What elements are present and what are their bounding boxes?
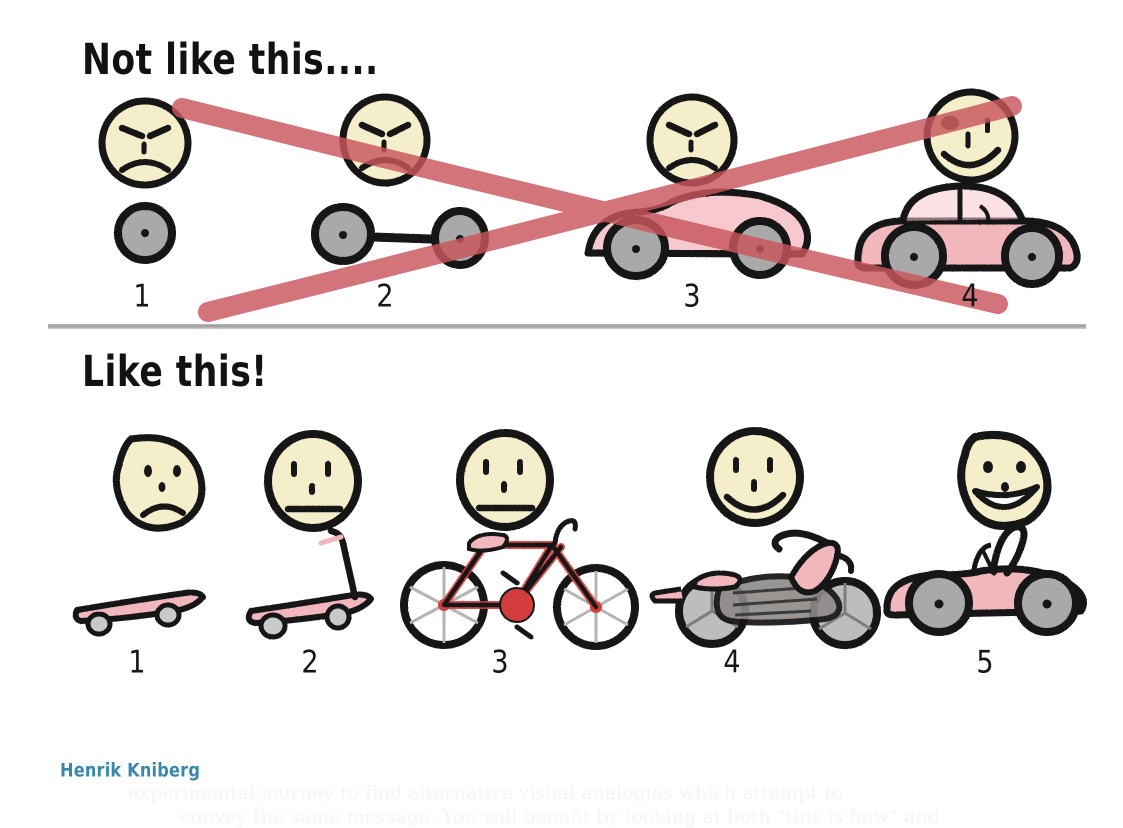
step-face-angry-3 [646, 93, 738, 187]
section-divider [48, 324, 1086, 329]
step-vehicle-finished-car [854, 182, 1081, 289]
section-title-not-like-this: Not like this.... [82, 36, 379, 85]
ghost-text-line-2: convey the same message. You will benefi… [180, 806, 940, 828]
step-vehicle-single-wheel [114, 202, 176, 264]
red-cross-out-mark [172, 96, 1022, 322]
step-caption-top-4: 4 [961, 279, 979, 315]
step-vehicle-bicycle [400, 518, 639, 650]
step-face-neutral-3 [456, 429, 554, 531]
author-credit: Henrik Kniberg [60, 760, 201, 782]
step-vehicle-convertible-car [883, 523, 1087, 636]
like-this-illustration [72, 427, 1087, 650]
step-caption-top-3: 3 [683, 279, 701, 315]
step-face-angry-1 [98, 97, 192, 189]
step-caption-bottom-5: 5 [976, 645, 994, 681]
step-vehicle-kick-scooter [245, 527, 374, 640]
step-face-neutral-2 [264, 430, 362, 532]
step-face-smiling-4 [706, 427, 804, 527]
ghost-text-line-1: experimental journey to find alternative… [128, 782, 844, 804]
step-caption-top-1: 1 [133, 279, 151, 315]
step-face-big-smile-5 [957, 430, 1052, 530]
step-vehicle-motorcycle [649, 529, 881, 649]
step-vehicle-skateboard [72, 589, 206, 637]
step-caption-bottom-3: 3 [491, 645, 509, 681]
step-caption-bottom-1: 1 [128, 645, 146, 681]
step-caption-bottom-4: 4 [723, 645, 741, 681]
step-face-sad-1 [112, 434, 206, 532]
step-caption-top-2: 2 [376, 279, 394, 315]
step-caption-bottom-2: 2 [301, 645, 319, 681]
section-title-like-this: Like this! [82, 348, 268, 397]
